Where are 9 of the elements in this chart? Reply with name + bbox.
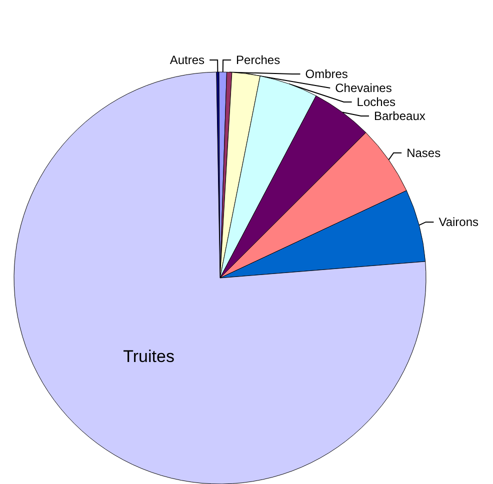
slice-label: Loches [356, 95, 396, 110]
slice-label: Barbeaux [374, 109, 426, 124]
slice-label: Nases [406, 146, 441, 160]
slice-label: Chevaines [335, 81, 392, 96]
slice-label: Perches [236, 53, 280, 68]
slice-label: Truites [123, 347, 174, 366]
slice-label: Autres [170, 53, 205, 68]
slice-label: Ombres [305, 67, 348, 82]
slice-label: Vairons [438, 215, 479, 230]
